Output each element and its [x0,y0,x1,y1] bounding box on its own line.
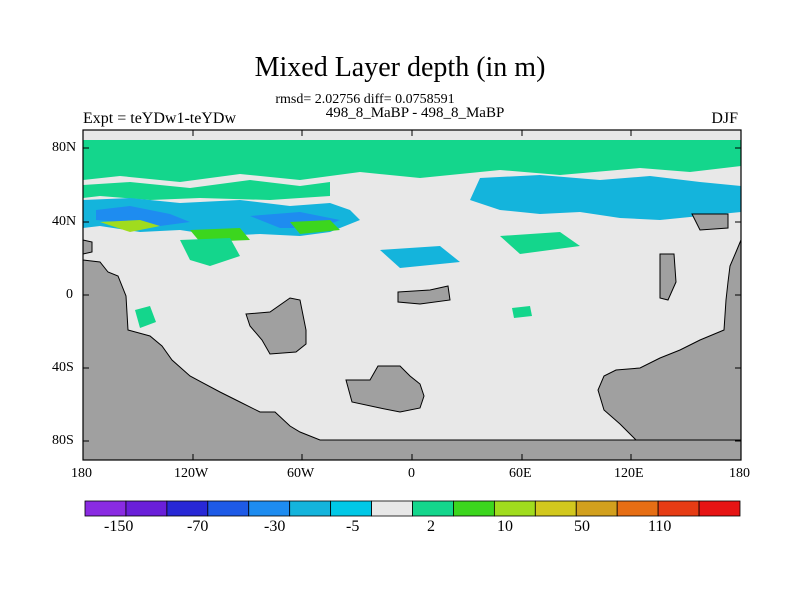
field-patch-negative-east [470,175,741,220]
colorbar-label-5: 2 [427,518,435,535]
lon-label-0: 0 [408,466,415,481]
colorbar-label-3: -30 [264,518,286,535]
field-patch-small-2 [380,246,460,268]
lat-label-eq: 0 [66,287,73,302]
colorbar-bin-16 [698,500,741,517]
colorbar-bin-12 [534,500,577,517]
colorbar-label-7: 50 [574,518,590,535]
field-patch-small-3 [500,232,580,254]
colorbar-bin-8 [371,500,413,517]
plot-subtitle: 498_8_MaBP - 498_8_MaBP [325,105,505,121]
lat-ticks [83,147,741,442]
colorbar-bin-13 [575,500,618,517]
lat-label-40n: 40N [52,214,77,229]
colorbar-bin-7 [330,500,372,517]
field-band-positive-north [83,140,741,182]
field-patch-small-4 [135,306,156,328]
season-label: DJF [711,110,738,127]
colorbar-bin-1 [84,500,127,517]
colorbar [84,500,741,517]
lon-label-180e: 180 [729,466,750,481]
colorbar-bin-15 [657,500,700,517]
colorbar-bin-2 [125,500,168,517]
plot-title: Mixed Layer depth (in m) [254,52,546,83]
lat-label-80s: 80S [52,433,74,448]
colorbar-bin-3 [166,500,209,517]
colorbar-bin-5 [248,500,291,517]
experiment-label: Expt = teYDw1-teYDw [83,110,236,127]
colorbar-bin-9 [412,500,454,517]
lon-label-120e: 120E [614,466,644,481]
colorbar-bin-6 [289,500,332,517]
land-island-eq [397,285,451,305]
lat-label-40s: 40S [52,360,74,375]
colorbar-bin-11 [493,500,536,517]
lon-label-180w: 180 [71,466,92,481]
land-island-mid-west [245,297,307,355]
colorbar-bin-14 [616,500,659,517]
land-high-east [691,213,729,231]
lat-label-80n: 80N [52,140,77,155]
field-patch-small-1 [180,238,240,266]
field-patch-positive-green-1 [190,228,250,242]
field-patch-positive-yellow [100,220,160,232]
lon-label-120w: 120W [174,466,209,481]
field-patch-negative-deep [96,206,190,226]
lon-label-60w: 60W [287,466,315,481]
colorbar-bin-10 [453,500,495,517]
colorbar-label-8: 110 [648,518,672,535]
land-americas [82,259,742,461]
land-west-edge [82,239,93,255]
lon-ticks [82,130,742,460]
colorbar-label-1: -150 [104,518,134,535]
land-east-coast [597,239,742,441]
colorbar-label-6: 10 [497,518,513,535]
colorbar-label-4: -5 [346,518,360,535]
land-australia [345,365,425,413]
land-narrow-east [659,253,677,301]
field-band-positive-mid [83,180,330,200]
field-patch-positive-green-2 [290,220,340,234]
colorbar-label-2: -70 [187,518,209,535]
colorbar-bin-4 [207,500,250,517]
stats-line: rmsd= 2.02756 diff= 0.0758591 [275,92,455,107]
field-patch-small-5 [512,306,532,318]
lon-label-60e: 60E [509,466,532,481]
